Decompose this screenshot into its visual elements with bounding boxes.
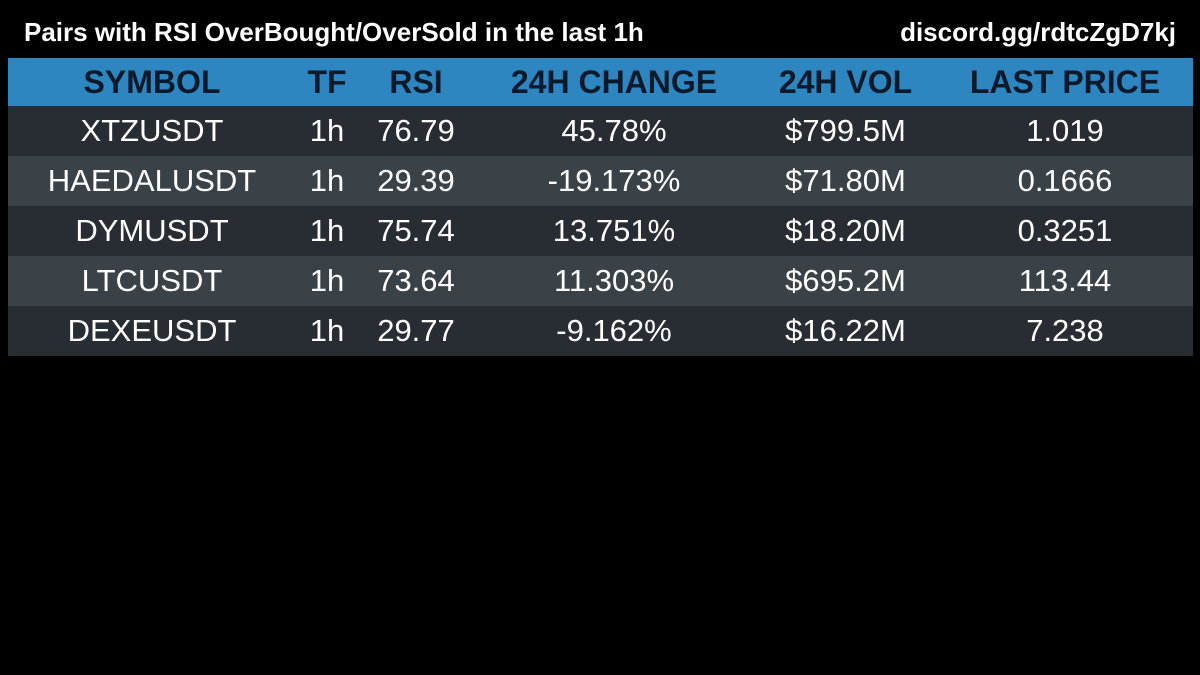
page-title: Pairs with RSI OverBought/OverSold in th…	[24, 17, 644, 47]
cell-24h-vol: $799.5M	[754, 106, 937, 156]
cell-symbol: HAEDALUSDT	[8, 156, 296, 206]
table-row: HAEDALUSDT 1h 29.39 -19.173% $71.80M 0.1…	[8, 156, 1193, 206]
cell-rsi: 29.77	[358, 306, 474, 356]
cell-last-price: 113.44	[937, 256, 1193, 306]
column-header-last-price: LAST PRICE	[937, 58, 1193, 106]
cell-symbol: LTCUSDT	[8, 256, 296, 306]
cell-24h-change: 45.78%	[474, 106, 754, 156]
cell-symbol: DYMUSDT	[8, 206, 296, 256]
cell-24h-vol: $18.20M	[754, 206, 937, 256]
column-header-24h-vol: 24H VOL	[754, 58, 937, 106]
table-row: LTCUSDT 1h 73.64 11.303% $695.2M 113.44	[8, 256, 1193, 306]
discord-invite-link[interactable]: discord.gg/rdtcZgD7kj	[900, 17, 1176, 47]
cell-last-price: 7.238	[937, 306, 1193, 356]
column-header-tf: TF	[296, 58, 358, 106]
cell-last-price: 0.3251	[937, 206, 1193, 256]
cell-rsi: 75.74	[358, 206, 474, 256]
cell-24h-change: 13.751%	[474, 206, 754, 256]
cell-tf: 1h	[296, 306, 358, 356]
table-row: DYMUSDT 1h 75.74 13.751% $18.20M 0.3251	[8, 206, 1193, 256]
cell-rsi: 76.79	[358, 106, 474, 156]
column-header-symbol: SYMBOL	[8, 58, 296, 106]
rsi-pairs-table: SYMBOL TF RSI 24H CHANGE 24H VOL LAST PR…	[8, 58, 1193, 356]
cell-24h-change: -19.173%	[474, 156, 754, 206]
table-row: DEXEUSDT 1h 29.77 -9.162% $16.22M 7.238	[8, 306, 1193, 356]
cell-24h-vol: $16.22M	[754, 306, 937, 356]
table-header-row: SYMBOL TF RSI 24H CHANGE 24H VOL LAST PR…	[8, 58, 1193, 106]
cell-last-price: 1.019	[937, 106, 1193, 156]
column-header-24h-change: 24H CHANGE	[474, 58, 754, 106]
column-header-rsi: RSI	[358, 58, 474, 106]
cell-tf: 1h	[296, 156, 358, 206]
top-bar: Pairs with RSI OverBought/OverSold in th…	[0, 0, 1200, 58]
cell-last-price: 0.1666	[937, 156, 1193, 206]
cell-24h-change: 11.303%	[474, 256, 754, 306]
cell-tf: 1h	[296, 256, 358, 306]
cell-tf: 1h	[296, 106, 358, 156]
cell-tf: 1h	[296, 206, 358, 256]
cell-rsi: 29.39	[358, 156, 474, 206]
table-row: XTZUSDT 1h 76.79 45.78% $799.5M 1.019	[8, 106, 1193, 156]
cell-symbol: DEXEUSDT	[8, 306, 296, 356]
cell-24h-change: -9.162%	[474, 306, 754, 356]
cell-24h-vol: $71.80M	[754, 156, 937, 206]
cell-symbol: XTZUSDT	[8, 106, 296, 156]
cell-24h-vol: $695.2M	[754, 256, 937, 306]
cell-rsi: 73.64	[358, 256, 474, 306]
